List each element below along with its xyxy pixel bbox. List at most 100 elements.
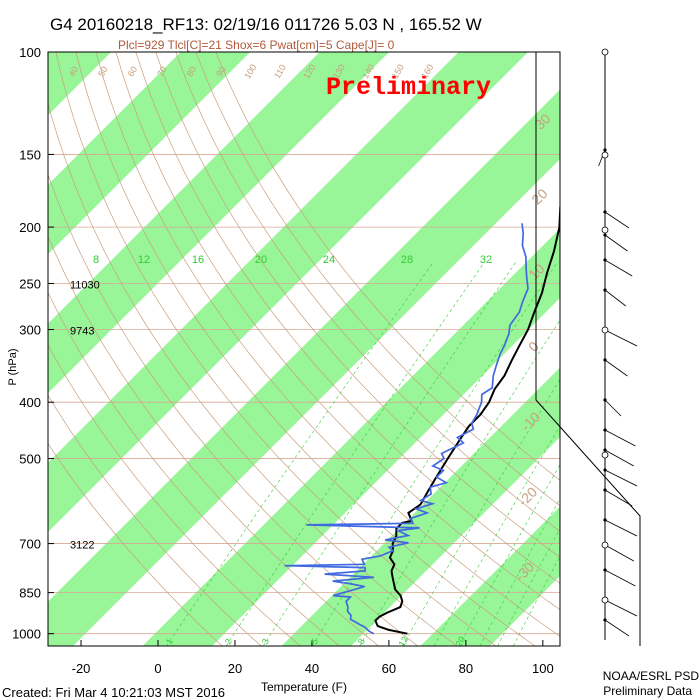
dry-adiabat (95, 52, 560, 637)
y-tick-label: 300 (19, 323, 41, 338)
dry-adiabat (155, 52, 560, 558)
mixing-ratio-bottom-label: 5 (309, 637, 320, 646)
isotherm-band (48, 52, 251, 255)
wind-calm-circle (601, 326, 609, 334)
y-tick-label: 700 (19, 537, 41, 552)
wind-barb (604, 619, 630, 637)
dry-adiabat (175, 52, 560, 532)
x-tick-label: 80 (459, 661, 473, 676)
wind-dot (603, 148, 607, 152)
wind-calm-circle (601, 596, 609, 604)
dry-adiabat (48, 102, 458, 646)
adiabat-label: 110 (272, 63, 288, 80)
dry-adiabat (48, 291, 340, 646)
x-axis-label: Temperature (F) (261, 680, 347, 694)
dry-adiabat (48, 442, 223, 646)
x-tick-label: -20 (72, 661, 91, 676)
footer-org: NOAA/ESRL PSD (603, 669, 700, 683)
wind-dot (603, 448, 607, 452)
preliminary-watermark: Preliminary (326, 73, 491, 102)
isotherm-band (559, 645, 560, 646)
chart-subtitle: Plcl=929 Tlcl[C]=21 Shox=6 Pwat[cm]=5 Ca… (118, 38, 395, 52)
mixing-ratio-bottom-label: 3 (260, 637, 271, 646)
x-tick-label: 100 (532, 661, 554, 676)
wind-barb (604, 569, 636, 587)
isotherm-band (48, 52, 112, 116)
footer-status: Preliminary Data (603, 684, 692, 698)
wind-dot (603, 233, 607, 237)
isobar-lines (48, 52, 560, 635)
wind-dot (603, 258, 607, 262)
x-tick-label: 40 (305, 661, 319, 676)
isotherm-bands (48, 52, 560, 646)
wind-calm-circle (601, 48, 609, 56)
wind-barb (604, 519, 638, 537)
wind-calm-circle (601, 451, 609, 459)
wind-frame (535, 52, 641, 646)
adiabat-label: 80 (185, 65, 199, 79)
chart-title: G4 20160218_RF13: 02/19/16 011726 5.03 N… (50, 15, 482, 34)
y-axis-label: P (hPa) (7, 348, 19, 385)
dry-adiabat (48, 344, 301, 646)
mixing-ratio-label: 28 (401, 254, 413, 266)
y-tick-label: 200 (19, 220, 41, 235)
mixing-ratio-label: 20 (255, 254, 267, 266)
y-tick-label: 400 (19, 395, 41, 410)
x-tick-label: 20 (228, 661, 242, 676)
wind-calm-circle (601, 541, 609, 549)
wind-dot (603, 288, 607, 292)
mixing-ratio-line (311, 262, 558, 646)
dry-adiabat (75, 52, 536, 646)
temperature-series (374, 201, 560, 635)
sounding-series (284, 201, 560, 635)
wind-dot (603, 398, 607, 402)
adiabat-label: 90 (214, 65, 228, 79)
y-tick-label: 500 (19, 452, 41, 467)
dry-adiabat-lines (48, 52, 560, 646)
dry-adiabat (48, 235, 379, 646)
isotherm-band (420, 506, 560, 646)
wind-calm-circle (601, 151, 609, 159)
dry-adiabat (115, 52, 560, 611)
mixing-ratio-bottom-label: 12 (397, 635, 411, 649)
x-tick-label: 60 (382, 661, 396, 676)
wind-barb (604, 599, 638, 617)
dry-adiabat (135, 52, 560, 584)
dry-adiabat (48, 394, 262, 646)
y-tick-label: 1000 (12, 627, 41, 642)
mixing-ratio-bottom-label: 2 (223, 637, 234, 646)
wind-barb (604, 211, 630, 229)
wind-barb (604, 429, 636, 447)
plot-frame (47, 51, 561, 647)
wind-dot (603, 468, 607, 472)
wind-barb (604, 259, 633, 277)
footer-created: Created: Fri Mar 4 10:21:03 MST 2016 (2, 685, 225, 700)
y-tick-label: 100 (19, 45, 41, 60)
wind-barb (604, 329, 638, 347)
mixing-ratio-bottom-label: 1 (164, 637, 175, 646)
mixing-ratio-line (166, 262, 434, 646)
adiabat-label: 100 (242, 62, 258, 80)
adiabat-label: 60 (126, 65, 140, 79)
mixing-ratio-label: 32 (480, 254, 492, 266)
y-tick-label: 150 (19, 147, 41, 162)
mixing-ratio-bottom-label: 8 (356, 637, 367, 646)
wind-barb (604, 359, 628, 377)
mixing-ratio-label: 16 (192, 254, 204, 266)
wind-barbs (535, 48, 641, 646)
y-tick-label: 850 (19, 586, 41, 601)
wind-dot (603, 488, 607, 492)
wind-barb (604, 234, 628, 252)
height-label: 9743 (70, 326, 94, 338)
isotherm-band (48, 52, 529, 533)
mixing-ratio-label: 24 (323, 254, 335, 266)
wind-dot (603, 518, 607, 522)
adiabat-label: 50 (96, 65, 110, 79)
wind-dot (603, 358, 607, 362)
wind-calm-circle (601, 226, 609, 234)
mixing-ratio-label: 8 (93, 254, 99, 266)
isotherm-band (142, 228, 560, 646)
x-tick-label: 0 (154, 661, 161, 676)
height-label: 3122 (70, 540, 94, 552)
